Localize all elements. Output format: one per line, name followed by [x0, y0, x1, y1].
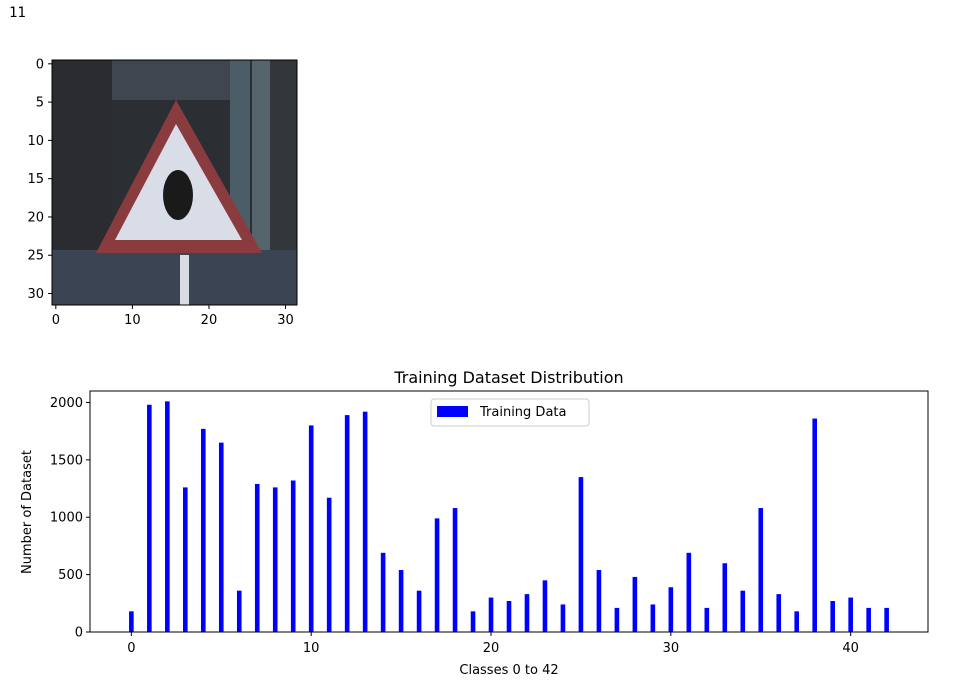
bar-class-8 [272, 487, 278, 632]
chart-legend: Training Data [430, 398, 590, 427]
bar-class-40 [848, 597, 853, 632]
bar-class-29 [650, 604, 656, 632]
bar-class-34 [740, 590, 746, 632]
image-y-tick-label: 20 [27, 210, 44, 225]
chart-x-tick-label: 20 [483, 641, 500, 656]
bar-class-27 [614, 607, 620, 632]
bar-class-17 [434, 518, 440, 632]
image-top-area [112, 60, 230, 100]
bar-class-38 [812, 418, 818, 632]
chart-y-tick-label: 1000 [50, 511, 83, 526]
image-y-tick-label: 25 [27, 249, 44, 264]
bar-class-19 [470, 611, 476, 632]
chart-x-tick-label: 10 [303, 641, 320, 656]
sign-symbol [163, 170, 193, 220]
bar-class-18 [452, 508, 458, 632]
image-y-tick-label: 5 [36, 96, 44, 111]
chart-y-axis: 0 500 1000 1500 2000 [50, 396, 90, 641]
chart-title: Training Dataset Distribution [393, 368, 623, 387]
bar-class-36 [776, 594, 782, 632]
bar-class-10 [308, 425, 314, 632]
bar-class-32 [704, 607, 710, 632]
image-frame [51, 59, 298, 306]
image-y-tick-label: 30 [27, 287, 44, 302]
chart-y-tick-label: 2000 [50, 396, 83, 411]
bar-class-25 [578, 477, 584, 632]
y-axis-label: Number of Dataset [20, 450, 35, 574]
bar-class-30 [668, 587, 674, 632]
bar-class-26 [596, 570, 602, 632]
bar-class-3 [183, 487, 188, 632]
bar-class-31 [686, 552, 692, 632]
chart-x-tick-label: 40 [842, 641, 859, 656]
bar-class-41 [866, 607, 871, 632]
image-x-tick-label: 20 [201, 313, 218, 328]
chart-x-tick-label: 30 [663, 641, 680, 656]
bar-class-7 [254, 483, 260, 632]
bar-class-22 [524, 594, 530, 632]
image-y-tick-label: 10 [27, 134, 44, 149]
bar-class-14 [380, 552, 386, 632]
plot-frame [89, 390, 929, 633]
bar-class-24 [560, 604, 566, 632]
bar-class-16 [416, 590, 422, 632]
legend-label: Training Data [479, 405, 566, 420]
bar-class-23 [542, 580, 548, 632]
bars-group [129, 401, 889, 632]
bar-class-28 [632, 576, 638, 632]
bar-class-0 [129, 611, 134, 632]
bar-class-9 [290, 480, 296, 632]
bar-class-2 [165, 401, 170, 632]
bar-class-42 [884, 607, 889, 632]
bar-class-12 [344, 415, 350, 632]
image-y-tick-label: 0 [36, 57, 44, 72]
legend-swatch [437, 406, 468, 417]
bar-class-1 [147, 404, 152, 632]
chart-x-axis: 0 10 20 30 40 [127, 632, 859, 656]
chart-y-tick-label: 1500 [50, 453, 83, 468]
bar-class-33 [722, 563, 728, 632]
image-x-tick-label: 10 [124, 313, 141, 328]
bar-class-6 [236, 590, 242, 632]
image-y-tick-label: 15 [27, 172, 44, 187]
bar-class-37 [794, 611, 800, 632]
bar-class-4 [200, 428, 206, 632]
chart-y-tick-label: 500 [58, 568, 83, 583]
image-x-tick-label: 0 [52, 313, 60, 328]
sign-post [180, 255, 189, 305]
chart-x-tick-label: 0 [127, 641, 135, 656]
image-y-axis: 0 5 10 15 20 25 30 [27, 57, 52, 302]
bar-class-13 [362, 411, 368, 632]
chart-y-tick-label: 0 [75, 626, 83, 641]
legend-box [430, 398, 590, 427]
image-x-tick-label: 30 [277, 313, 294, 328]
bar-class-5 [218, 442, 224, 632]
x-axis-label: Classes 0 to 42 [459, 663, 558, 678]
bar-class-21 [506, 601, 512, 632]
traffic-sign-image-panel: 0 10 20 30 0 5 10 15 20 25 30 [27, 57, 298, 328]
bar-class-15 [398, 570, 404, 632]
bar-class-39 [830, 601, 835, 632]
image-x-axis: 0 10 20 30 [52, 305, 294, 328]
bar-chart: Training Dataset Distribution 0 10 20 30 40 … [20, 368, 929, 678]
bar-class-11 [326, 497, 332, 632]
image-bottom-area [52, 250, 297, 305]
cell-output-text: 11 [9, 5, 26, 21]
bar-class-20 [488, 597, 494, 632]
bar-class-35 [758, 508, 764, 632]
